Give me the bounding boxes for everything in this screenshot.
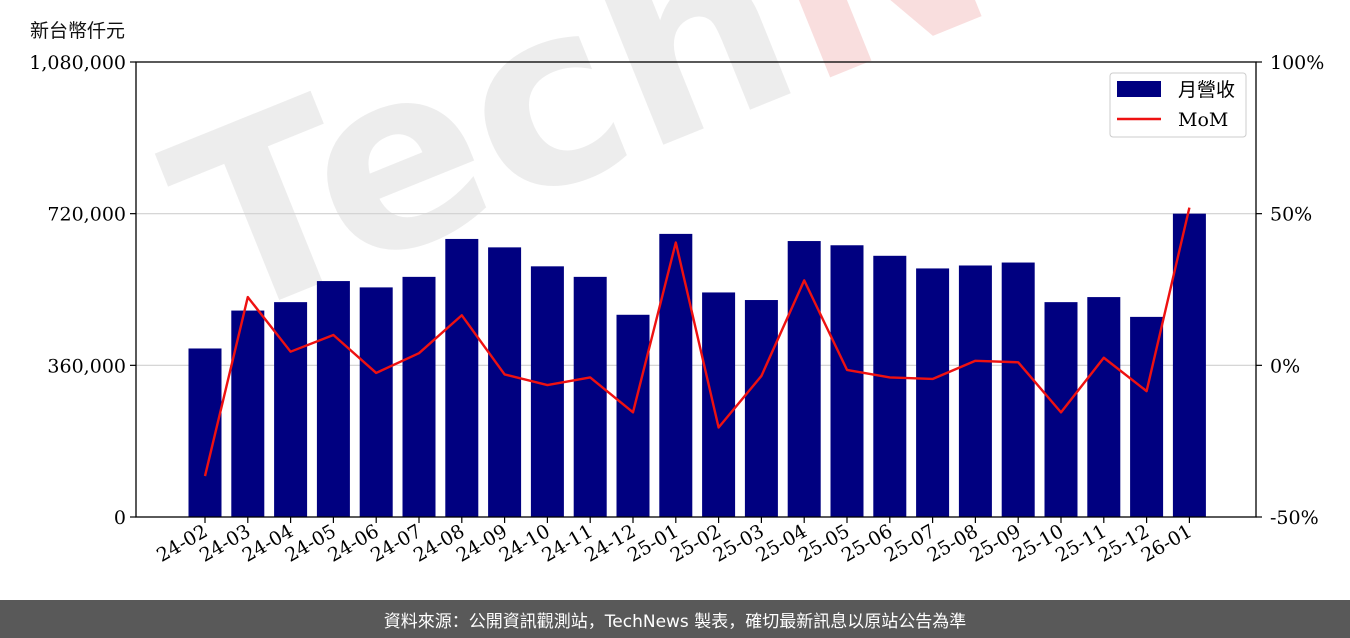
revenue-bar: [402, 276, 436, 517]
revenue-bar: [1130, 316, 1164, 517]
y-right-tick-label: 50%: [1270, 204, 1312, 226]
revenue-bar: [1087, 297, 1121, 517]
x-tick-label: 26-01: [1137, 520, 1195, 566]
revenue-bar: [1044, 302, 1078, 517]
mom-line: [203, 207, 1191, 477]
plot-frame: [135, 61, 1257, 518]
source-footer: 資料來源：公開資訊觀測站，TechNews 製表，確切最新訊息以原站公告為準: [0, 600, 1350, 638]
legend-bar-swatch: [1117, 81, 1161, 97]
y-right-tick-label: 0%: [1270, 355, 1300, 377]
legend-line-label: MoM: [1178, 109, 1228, 131]
y-left-tick-label: 720,000: [47, 204, 126, 226]
y-right-tick-label: -50%: [1270, 507, 1319, 529]
revenue-bar: [530, 266, 564, 517]
revenue-bar: [573, 276, 607, 517]
y-left-tick-label: 1,080,000: [29, 52, 126, 74]
y-right-tick-label: 100%: [1270, 52, 1324, 74]
revenue-bar: [873, 255, 907, 517]
legend-bar-label: 月營收: [1178, 79, 1235, 101]
revenue-bar: [787, 241, 821, 518]
y-axis-unit-label: 新台幣仟元: [30, 20, 126, 42]
revenue-bar: [916, 268, 950, 517]
revenue-bar: [1172, 213, 1206, 517]
y-left-tick-label: 360,000: [47, 355, 126, 377]
revenue-bar: [359, 287, 393, 517]
revenue-bar: [488, 247, 522, 518]
revenue-bar: [830, 245, 864, 517]
revenue-bar: [445, 238, 479, 517]
revenue-bar: [702, 292, 736, 517]
revenue-bar: [616, 314, 650, 517]
revenue-bar: [958, 265, 992, 517]
y-left-tick-label: 0: [114, 507, 126, 529]
revenue-bar: [316, 281, 350, 517]
revenue-bar: [659, 233, 693, 517]
revenue-bar: [1001, 262, 1035, 517]
revenue-chart: 0360,000720,0001,080,000-50%0%50%100%24-…: [29, 52, 1324, 567]
revenue-bar: [744, 300, 778, 517]
footer-text: 資料來源：公開資訊觀測站，TechNews 製表，確切最新訊息以原站公告為準: [383, 611, 967, 632]
revenue-bar: [274, 302, 308, 517]
